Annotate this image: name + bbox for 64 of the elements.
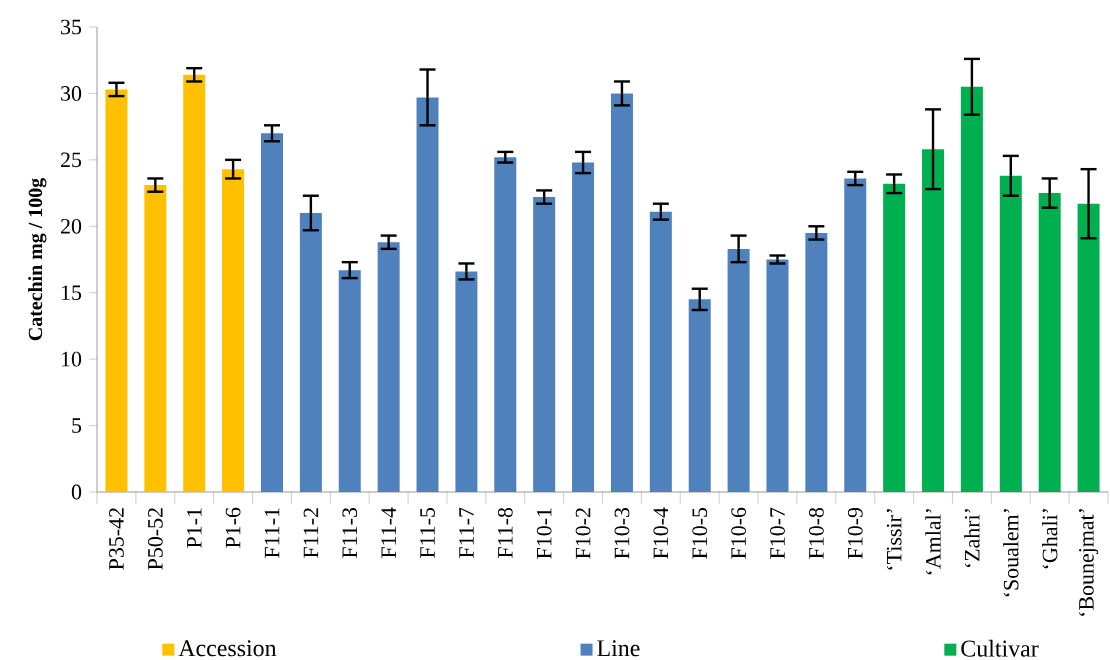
x-tick-label: F11-3 <box>342 507 358 558</box>
x-tick-label: ‘Amlal’ <box>925 509 941 575</box>
y-tick-label: 15 <box>61 285 82 301</box>
x-tick-label: F10-4 <box>653 507 669 559</box>
x-tick-label: F11-1 <box>264 508 280 558</box>
x-tick-label: F11-4 <box>381 507 396 558</box>
bar <box>572 162 595 492</box>
x-tick-label: ‘Tissir’ <box>886 509 902 570</box>
y-tick-label: 35 <box>61 19 82 35</box>
x-tick-label: ‘Zahri’ <box>964 509 980 568</box>
x-tick-label: F11-5 <box>420 507 435 558</box>
bar <box>844 178 867 492</box>
x-tick-label: F11-7 <box>459 507 474 558</box>
x-tick-label: ‘Soualem’ <box>1003 509 1019 597</box>
x-tick-label: ‘Ghali’ <box>1041 509 1058 569</box>
bar <box>766 259 789 492</box>
bar <box>1038 193 1061 492</box>
bar <box>144 185 167 492</box>
bar <box>105 89 128 492</box>
bar <box>377 242 400 492</box>
x-tick-label: P1-1 <box>186 508 202 548</box>
bar <box>260 133 283 492</box>
bar <box>183 74 206 492</box>
x-tick-label: F10-2 <box>575 508 591 559</box>
bar <box>649 211 672 492</box>
y-tick-label: 25 <box>61 152 82 168</box>
bar <box>727 248 750 492</box>
x-tick-label: F10-3 <box>614 507 630 559</box>
x-tick-label: F10-5 <box>692 507 708 559</box>
legend-label: Accession <box>178 640 277 657</box>
x-tick-label: F10-9 <box>847 507 863 559</box>
bar <box>610 93 633 492</box>
bar <box>416 97 439 492</box>
bar <box>455 271 478 492</box>
bar <box>338 270 361 492</box>
x-tick-label: ‘Bounejmat’ <box>1078 509 1099 616</box>
x-tick-label: F10-7 <box>770 507 785 559</box>
x-tick-label: F11-2 <box>303 508 319 558</box>
bar <box>494 157 517 492</box>
bar <box>805 232 828 492</box>
bar <box>1077 203 1100 492</box>
bar <box>922 149 945 492</box>
x-tick-label: F11-8 <box>497 507 513 558</box>
y-tick-label: 30 <box>61 86 82 101</box>
x-tick-label: P50-52 <box>147 508 163 570</box>
bar <box>883 183 906 492</box>
bar <box>222 169 245 492</box>
bar <box>299 213 322 492</box>
bar <box>533 197 556 492</box>
bar <box>999 175 1022 492</box>
y-tick-label: 10 <box>61 351 82 367</box>
x-tick-label: F10-8 <box>808 507 824 559</box>
x-tick-label: P35-42 <box>109 508 124 570</box>
y-tick-label: 5 <box>72 418 82 433</box>
x-tick-label: F10-6 <box>731 507 746 559</box>
x-tick-label: P1-6 <box>225 507 241 548</box>
y-tick-label: 0 <box>71 484 82 500</box>
x-tick-label: F10-1 <box>536 508 552 559</box>
bar <box>960 86 983 492</box>
bar <box>688 299 711 492</box>
legend-label: Cultivar <box>961 639 1039 657</box>
legend-label: Line <box>597 640 640 657</box>
y-tick-label: 20 <box>61 218 82 234</box>
y-axis-title: Catechin mg / 100g <box>28 178 47 341</box>
